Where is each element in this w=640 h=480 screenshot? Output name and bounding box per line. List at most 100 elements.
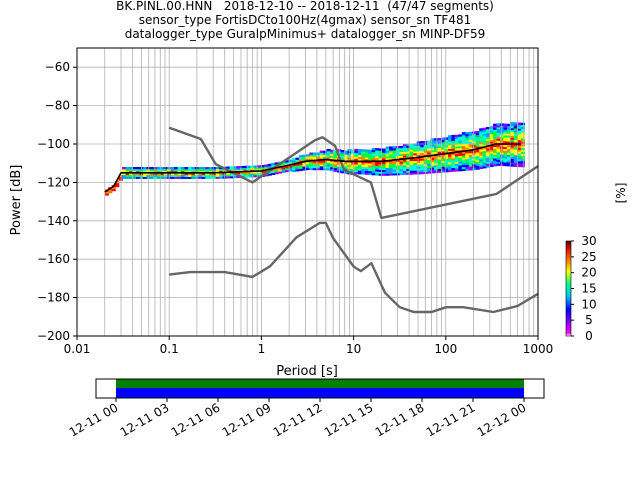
density-cell [520, 134, 525, 137]
density-cell [368, 151, 373, 154]
density-cell [482, 154, 487, 157]
density-cell [309, 152, 314, 155]
density-cell [482, 166, 487, 169]
density-cell [371, 149, 376, 153]
density-cell [448, 146, 453, 149]
density-cell [354, 158, 359, 161]
density-cell [520, 155, 525, 158]
density-cell [482, 137, 487, 140]
density-cell [486, 155, 491, 159]
density-cell [413, 168, 418, 171]
density-cell [444, 162, 449, 165]
density-cell [208, 169, 213, 172]
density-cell [489, 158, 494, 162]
density-cell [406, 147, 411, 150]
density-cell [396, 161, 401, 164]
density-cell [389, 173, 394, 176]
density-cell [458, 138, 463, 141]
density-cell [267, 171, 272, 174]
density-cell [319, 152, 324, 155]
density-cell [496, 140, 501, 143]
density-cell [392, 148, 397, 151]
density-cell [389, 157, 394, 161]
density-cell [309, 154, 314, 157]
density-cell [357, 164, 362, 167]
density-cell [350, 162, 355, 166]
density-cell [441, 164, 446, 167]
density-cell [482, 139, 487, 142]
density-cell [489, 149, 494, 152]
density-cell [375, 165, 380, 168]
density-cell [257, 173, 262, 176]
density-cell [153, 169, 158, 172]
density-cell [475, 138, 480, 141]
density-cell [364, 162, 369, 166]
density-cell [357, 149, 362, 152]
density-cell [416, 147, 421, 150]
density-cell [448, 162, 453, 165]
density-cell [437, 139, 442, 143]
density-cell [437, 170, 442, 173]
density-cell [402, 159, 407, 162]
density-cell [506, 144, 511, 148]
density-cell [441, 156, 446, 160]
density-cell [160, 176, 165, 179]
density-cell [448, 156, 453, 159]
density-cell [361, 166, 366, 169]
density-cell [319, 166, 324, 169]
density-cell [520, 122, 525, 126]
title-line-3: datalogger_type GuralpMinimus+ datalogge… [124, 27, 486, 41]
density-cell [427, 165, 432, 168]
coverage-tick-label: 12-11 06 [169, 400, 223, 439]
density-cell [354, 166, 359, 169]
density-cell [361, 155, 366, 158]
density-cell [434, 138, 439, 141]
title-line-2: sensor_type FortisDCto100Hz(4gmax) senso… [138, 13, 472, 27]
density-cell [458, 134, 463, 137]
density-cell [396, 155, 401, 158]
density-cell [517, 153, 522, 156]
density-cell [510, 149, 515, 152]
density-cell [389, 148, 394, 151]
density-cell [368, 157, 373, 160]
density-cell [312, 158, 317, 161]
density-cell [461, 155, 466, 158]
density-cell [448, 137, 453, 140]
density-cell [375, 150, 380, 153]
density-cell [149, 174, 154, 177]
density-cell [156, 172, 161, 176]
density-cell [136, 172, 141, 176]
density-cell [472, 164, 477, 167]
density-cell [510, 164, 515, 167]
density-cell [493, 154, 498, 157]
density-cell [396, 159, 401, 162]
density-cell [285, 167, 290, 171]
density-cell [129, 176, 134, 179]
density-cell [448, 158, 453, 161]
density-cell [503, 156, 508, 159]
density-cell [326, 156, 331, 159]
x-tick-label: 10 [346, 342, 361, 356]
density-cell [312, 164, 317, 167]
density-cell [489, 132, 494, 135]
density-cell [434, 151, 439, 154]
density-cell [437, 151, 442, 154]
density-cell [302, 156, 307, 159]
density-cell [350, 157, 355, 160]
density-cell [208, 176, 213, 179]
density-cell [451, 163, 456, 166]
density-cell [420, 145, 425, 148]
density-cell [344, 164, 349, 167]
density-cell [389, 161, 394, 164]
density-cell [402, 170, 407, 173]
density-cell [368, 161, 373, 164]
density-cell [472, 160, 477, 163]
density-cell [520, 136, 525, 139]
density-cell [503, 133, 508, 136]
density-cell [448, 167, 453, 171]
density-cell [104, 193, 109, 196]
density-cell [409, 168, 414, 171]
density-cell [448, 169, 453, 173]
density-cell [486, 146, 491, 149]
density-cell [170, 176, 175, 179]
